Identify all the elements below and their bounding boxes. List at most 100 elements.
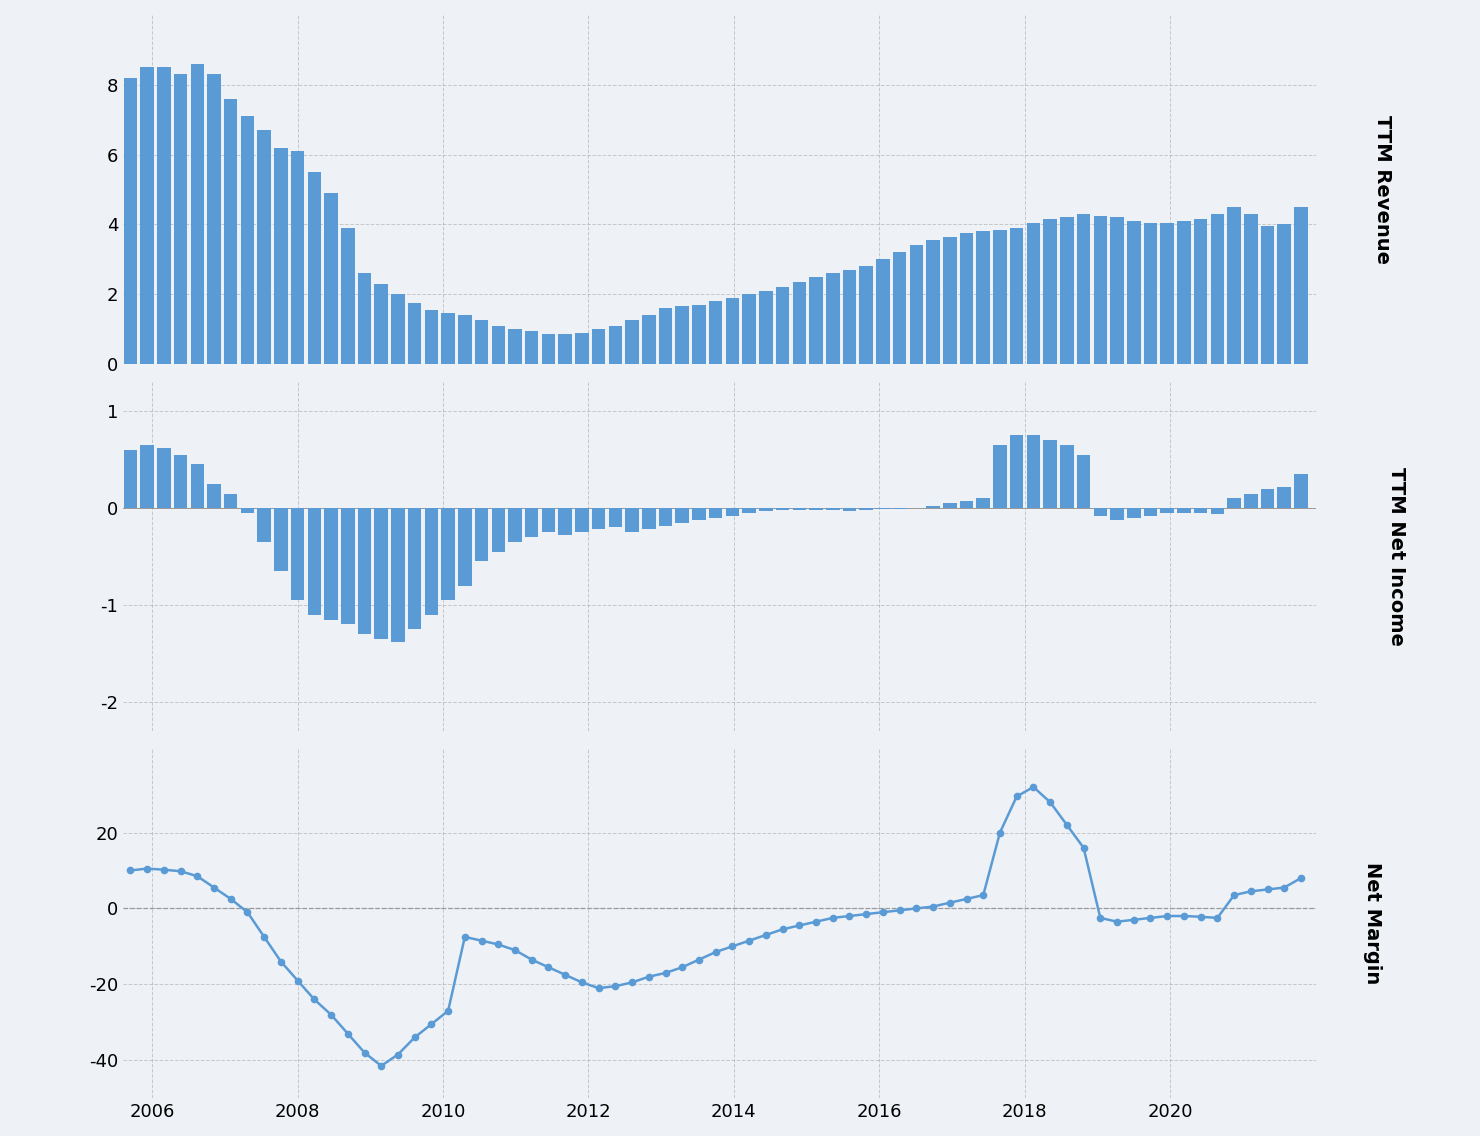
- Bar: [810, 508, 823, 510]
- Bar: [475, 508, 488, 561]
- Bar: [1194, 508, 1208, 513]
- Bar: [1126, 508, 1141, 518]
- Bar: [542, 334, 555, 364]
- Bar: [693, 304, 706, 364]
- Bar: [207, 74, 221, 364]
- Y-axis label: Net Margin: Net Margin: [1363, 862, 1382, 985]
- Bar: [1077, 454, 1091, 508]
- Bar: [1160, 508, 1174, 513]
- Bar: [1094, 216, 1107, 364]
- Bar: [408, 508, 422, 629]
- Bar: [141, 445, 154, 508]
- Bar: [876, 259, 889, 364]
- Bar: [1211, 508, 1224, 513]
- Bar: [525, 508, 539, 537]
- Bar: [576, 508, 589, 533]
- Bar: [892, 252, 906, 364]
- Bar: [608, 508, 622, 527]
- Bar: [1294, 474, 1308, 508]
- Bar: [709, 301, 722, 364]
- Bar: [391, 294, 404, 364]
- Bar: [223, 493, 237, 508]
- Bar: [693, 508, 706, 520]
- Bar: [491, 326, 505, 364]
- Bar: [1261, 226, 1274, 364]
- Bar: [1110, 217, 1123, 364]
- Bar: [1160, 223, 1174, 364]
- Bar: [993, 229, 1006, 364]
- Bar: [1027, 223, 1040, 364]
- Bar: [1043, 441, 1057, 508]
- Bar: [558, 334, 571, 364]
- Bar: [608, 326, 622, 364]
- Bar: [959, 501, 974, 508]
- Bar: [659, 508, 672, 526]
- Bar: [324, 193, 337, 364]
- Bar: [1110, 508, 1123, 520]
- Bar: [425, 508, 438, 615]
- Bar: [441, 314, 454, 364]
- Bar: [1277, 486, 1291, 508]
- Bar: [1261, 488, 1274, 508]
- Bar: [1060, 445, 1073, 508]
- Bar: [842, 270, 857, 364]
- Bar: [292, 151, 305, 364]
- Bar: [1177, 508, 1191, 513]
- Bar: [659, 308, 672, 364]
- Bar: [943, 503, 956, 508]
- Bar: [1043, 219, 1057, 364]
- Bar: [1094, 508, 1107, 516]
- Bar: [508, 508, 522, 542]
- Bar: [1077, 214, 1091, 364]
- Bar: [241, 508, 255, 513]
- Bar: [173, 454, 188, 508]
- Bar: [993, 445, 1006, 508]
- Bar: [1294, 207, 1308, 364]
- Bar: [1245, 214, 1258, 364]
- Bar: [408, 303, 422, 364]
- Bar: [525, 331, 539, 364]
- Bar: [358, 508, 371, 634]
- Bar: [792, 508, 807, 510]
- Bar: [1177, 222, 1191, 364]
- Bar: [826, 508, 839, 510]
- Bar: [959, 233, 974, 364]
- Bar: [374, 284, 388, 364]
- Bar: [576, 333, 589, 364]
- Bar: [709, 508, 722, 518]
- Y-axis label: TTM Revenue: TTM Revenue: [1373, 115, 1391, 264]
- Bar: [558, 508, 571, 535]
- Bar: [292, 508, 305, 600]
- Bar: [1211, 214, 1224, 364]
- Bar: [977, 499, 990, 508]
- Bar: [173, 74, 188, 364]
- Bar: [340, 508, 355, 625]
- Bar: [124, 450, 138, 508]
- Bar: [258, 508, 271, 542]
- Bar: [1009, 228, 1024, 364]
- Bar: [1227, 207, 1240, 364]
- Bar: [725, 508, 739, 516]
- Bar: [391, 508, 404, 642]
- Bar: [810, 277, 823, 364]
- Bar: [508, 329, 522, 364]
- Bar: [491, 508, 505, 552]
- Bar: [425, 310, 438, 364]
- Bar: [258, 131, 271, 364]
- Bar: [1060, 217, 1073, 364]
- Bar: [926, 240, 940, 364]
- Bar: [374, 508, 388, 638]
- Bar: [792, 282, 807, 364]
- Bar: [642, 508, 656, 529]
- Bar: [860, 508, 873, 510]
- Bar: [459, 508, 472, 586]
- Bar: [274, 148, 287, 364]
- Bar: [358, 274, 371, 364]
- Bar: [1227, 499, 1240, 508]
- Bar: [141, 67, 154, 364]
- Bar: [475, 320, 488, 364]
- Bar: [542, 508, 555, 533]
- Bar: [1144, 508, 1157, 516]
- Bar: [642, 315, 656, 364]
- Bar: [207, 484, 221, 508]
